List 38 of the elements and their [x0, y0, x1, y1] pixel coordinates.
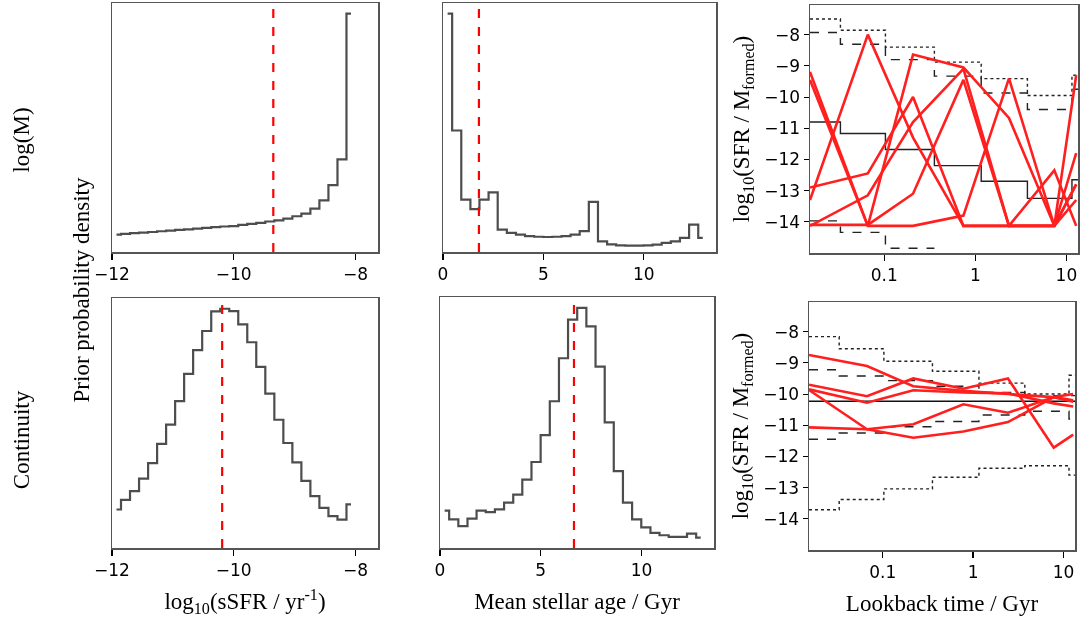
- x-tick-label: 10: [1055, 264, 1078, 285]
- x-tick-label: 10: [632, 263, 655, 284]
- y-tick-label: −9: [774, 352, 800, 373]
- x-tick-label: 5: [535, 559, 547, 580]
- x-tick-label: −8: [342, 559, 369, 580]
- y-tick-label: −10: [763, 383, 800, 404]
- x-axis-title: log$_{10}$(sSFR / yr$^{-1}$): [164, 585, 326, 618]
- text: Continuity: [9, 390, 35, 490]
- x-tick-label: −12: [94, 263, 130, 284]
- y-tick-label: −12: [763, 446, 800, 467]
- x-tick-label: 5: [537, 263, 549, 284]
- x-tick-label: 1: [967, 561, 979, 582]
- text: log(M): [9, 107, 35, 173]
- x-tick-label: 1: [969, 264, 981, 285]
- x-tick-label: 0.1: [870, 264, 898, 285]
- x-tick-label: 0.1: [869, 561, 897, 582]
- x-tick-label: 0: [434, 559, 446, 580]
- x-tick-label: −8: [342, 263, 369, 284]
- x-tick-label: −10: [215, 559, 252, 580]
- y-tick-label: −14: [763, 508, 800, 529]
- x-tick-label: −10: [215, 263, 252, 284]
- x-tick-label: −12: [94, 559, 130, 580]
- y-tick-label: −8: [774, 321, 800, 342]
- y-tick-label: −8: [775, 24, 801, 45]
- y-tick-label: −9: [775, 55, 801, 76]
- x-tick-label: 10: [630, 559, 653, 580]
- text: Prior probability density: [69, 177, 95, 403]
- y-tick-label: −14: [764, 211, 801, 232]
- x-axis-title: Mean stellar age / Gyr: [474, 589, 681, 615]
- y-tick-label: −12: [764, 149, 801, 170]
- y-tick-label: −11: [764, 118, 801, 139]
- x-tick-label: 10: [1052, 561, 1075, 582]
- y-tick-label: −13: [763, 477, 800, 498]
- x-axis-title: Lookback time / Gyr: [845, 591, 1039, 617]
- x-tick-label: 0: [437, 263, 449, 284]
- y-tick-label: −10: [764, 86, 801, 107]
- y-tick-label: −11: [763, 415, 800, 436]
- y-tick-label: −13: [764, 180, 801, 201]
